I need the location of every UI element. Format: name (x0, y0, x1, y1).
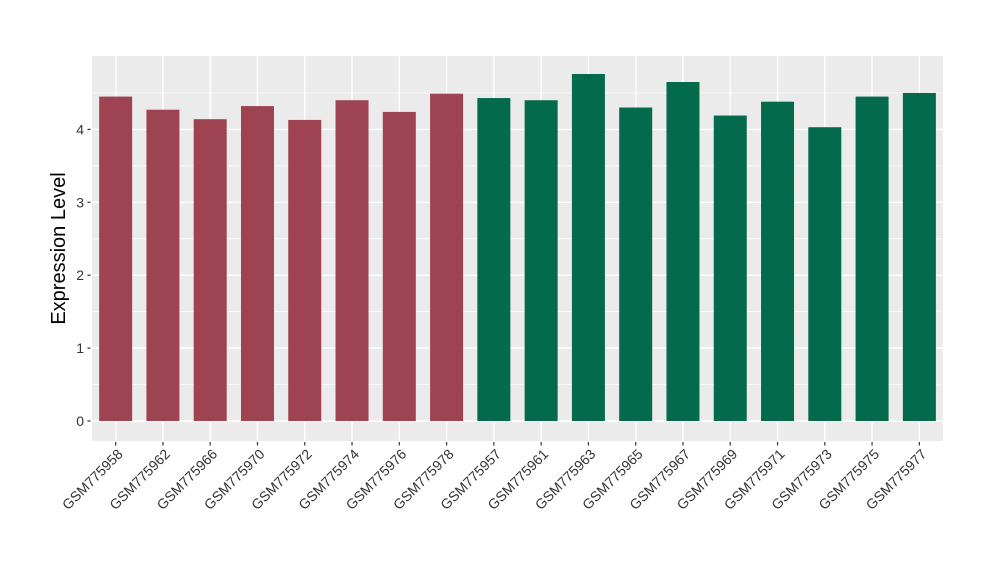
bar-GSM775971 (761, 101, 795, 421)
bar-GSM775975 (855, 96, 889, 421)
bar-GSM775967 (666, 82, 700, 421)
bar-GSM775969 (713, 115, 747, 421)
y-tick-label: 0 (76, 413, 84, 429)
y-tick-label: 2 (76, 267, 84, 283)
bar-GSM775970 (240, 106, 274, 422)
y-tick-label: 4 (76, 121, 84, 137)
bar-GSM775965 (619, 107, 653, 421)
bar-GSM775962 (146, 109, 180, 421)
bar-GSM775963 (571, 73, 605, 421)
bar-GSM775976 (382, 111, 416, 422)
y-axis-title: Expression Level (48, 172, 70, 324)
bar-GSM775972 (288, 119, 322, 421)
bar-GSM775961 (524, 100, 558, 422)
bar-GSM775974 (335, 100, 369, 422)
bar-GSM775973 (808, 127, 842, 421)
bar-GSM775957 (477, 98, 511, 421)
y-tick-label: 1 (76, 340, 84, 356)
bar-GSM775966 (193, 119, 227, 421)
bar-GSM775978 (430, 93, 464, 421)
plot-panel (92, 56, 943, 441)
bar-GSM775977 (902, 92, 936, 421)
y-tick-label: 3 (76, 194, 84, 210)
bar-GSM775958 (99, 96, 133, 421)
